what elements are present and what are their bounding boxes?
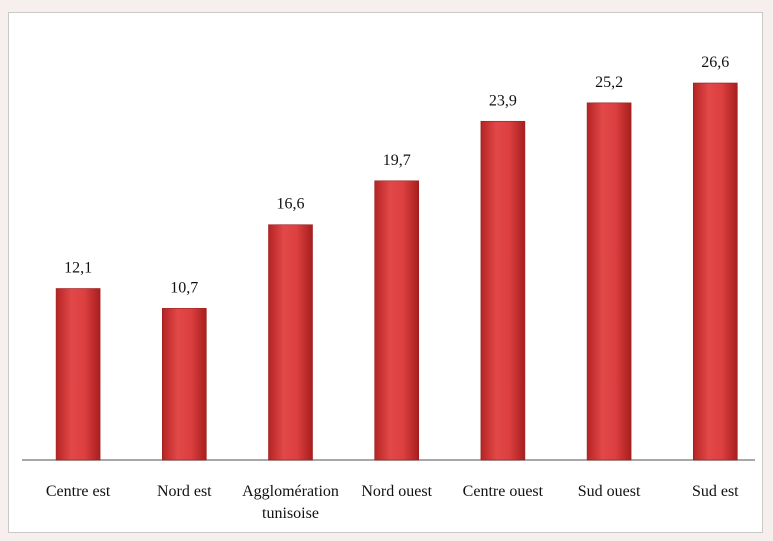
x-tick-label: Sud ouest [577, 483, 641, 500]
bar [268, 224, 313, 461]
x-tick-label: Agglomération tunisoise [242, 483, 339, 522]
data-label: 10,7 [170, 279, 198, 296]
x-tick-label: Centre est [45, 483, 111, 500]
bar [480, 120, 526, 461]
x-tick-label: Centre ouest [462, 483, 544, 500]
x-tick-label: Nord est [156, 483, 212, 500]
bar [692, 82, 738, 461]
bar [374, 180, 420, 461]
data-label: 26,6 [701, 54, 729, 71]
bar [586, 102, 632, 461]
data-label: 25,2 [595, 74, 623, 91]
data-label: 12,1 [64, 260, 92, 277]
x-tick-label: Nord ouest [361, 483, 433, 500]
bar [162, 308, 207, 461]
data-label: 19,7 [383, 152, 411, 169]
x-tick-label: Sud est [691, 483, 739, 500]
bar [55, 288, 101, 461]
data-label: 23,9 [489, 92, 517, 109]
data-label: 16,6 [277, 196, 305, 213]
